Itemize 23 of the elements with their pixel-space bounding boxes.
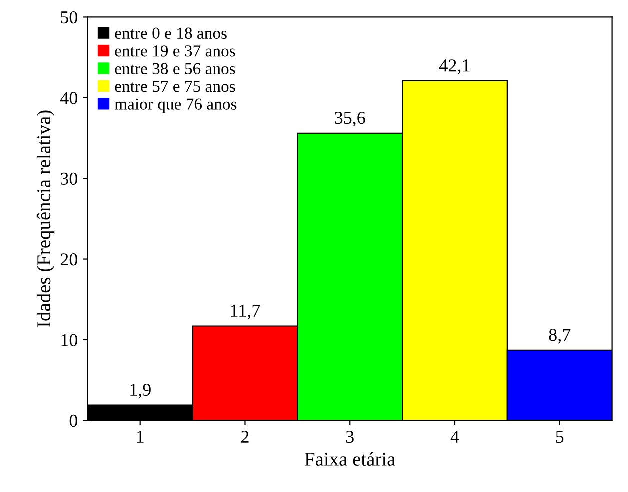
x-tick-label: 2 xyxy=(242,430,249,443)
legend-label: entre 0 e 18 anos xyxy=(115,28,227,40)
data-label: 1,9 xyxy=(130,384,151,399)
y-tick-label: 0 xyxy=(70,414,78,428)
y-axis-title: Idades (Frequência relativa) xyxy=(36,110,55,328)
legend-label: entre 57 e 75 anos xyxy=(115,81,236,92)
x-tick-label: 5 xyxy=(556,431,564,444)
data-label: 11,7 xyxy=(231,304,260,320)
legend-label: entre 38 e 56 anos xyxy=(115,63,236,74)
x-axis-title: Faixa etária xyxy=(305,452,396,466)
data-label: 42,1 xyxy=(440,60,470,74)
y-tick-label: 20 xyxy=(60,254,78,266)
y-tick-label: 40 xyxy=(60,92,78,104)
data-label: 35,6 xyxy=(335,112,366,127)
x-tick-label: 3 xyxy=(346,430,354,444)
y-tick-label: 10 xyxy=(62,334,78,346)
legend-label: entre 19 e 37 anos xyxy=(115,46,236,57)
legend-label: maior que 76 anos xyxy=(114,98,237,114)
x-tick-label: 4 xyxy=(450,431,460,443)
x-tick-label: 1 xyxy=(137,430,144,443)
y-tick-label: 50 xyxy=(61,11,78,24)
data-label: 8,7 xyxy=(549,329,571,344)
y-tick-label: 30 xyxy=(61,172,78,186)
